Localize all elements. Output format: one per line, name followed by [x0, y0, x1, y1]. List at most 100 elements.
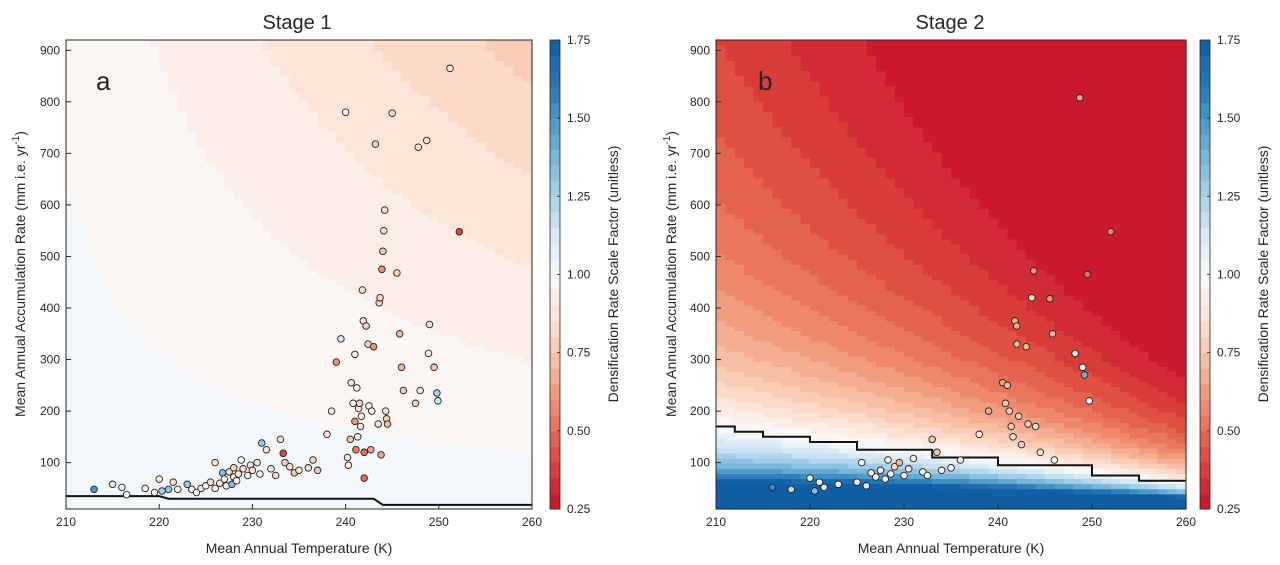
field-cell	[122, 60, 132, 66]
field-cell	[457, 173, 467, 179]
field-cell	[504, 484, 514, 490]
field-cell	[411, 484, 421, 490]
field-cell	[448, 208, 458, 214]
field-cell	[234, 142, 244, 148]
field-cell	[280, 397, 290, 403]
field-cell	[206, 325, 216, 331]
field-cell	[364, 50, 374, 56]
field-cell	[169, 173, 179, 179]
field-cell	[262, 218, 272, 224]
field-cell	[308, 290, 318, 296]
field-cell	[243, 249, 253, 255]
field-cell	[122, 45, 132, 51]
field-cell	[113, 65, 123, 71]
field-cell	[131, 407, 141, 413]
field-cell	[485, 167, 495, 173]
field-cell	[196, 142, 206, 148]
field-cell	[336, 229, 346, 235]
field-cell	[178, 290, 188, 296]
field-cell	[252, 453, 262, 459]
field-cell	[402, 239, 412, 245]
field-cell	[243, 244, 253, 250]
field-cell	[169, 463, 179, 469]
field-cell	[66, 361, 76, 367]
field-cell	[504, 249, 514, 255]
field-cell	[262, 137, 272, 143]
field-cell	[150, 116, 160, 122]
field-cell	[523, 285, 533, 291]
field-cell	[318, 137, 328, 143]
field-cell	[355, 259, 365, 265]
field-cell	[429, 229, 439, 235]
field-cell	[178, 224, 188, 230]
field-cell	[169, 137, 179, 143]
field-cell	[280, 101, 290, 107]
field-cell	[169, 387, 179, 393]
field-cell	[234, 392, 244, 398]
field-cell	[224, 183, 234, 189]
field-cell	[94, 310, 104, 316]
field-cell	[290, 101, 300, 107]
field-cell	[439, 203, 449, 209]
field-cell	[103, 489, 113, 495]
field-cell	[299, 443, 309, 449]
field-cell	[85, 101, 95, 107]
field-cell	[467, 433, 477, 439]
field-cell	[271, 60, 281, 66]
field-cell	[448, 275, 458, 281]
field-cell	[725, 285, 735, 291]
field-cell	[495, 285, 505, 291]
field-cell	[327, 402, 337, 408]
field-cell	[355, 137, 365, 143]
field-cell	[457, 264, 467, 270]
field-cell	[383, 397, 393, 403]
field-cell	[523, 371, 533, 377]
field-cell	[215, 86, 225, 92]
field-cell	[262, 305, 272, 311]
field-cell	[336, 300, 346, 306]
field-cell	[122, 402, 132, 408]
field-cell	[346, 336, 356, 342]
field-cell	[383, 122, 393, 128]
field-cell	[364, 203, 374, 209]
field-cell	[113, 142, 123, 148]
data-point	[159, 488, 166, 495]
field-cell	[725, 45, 735, 51]
field-cell	[402, 320, 412, 326]
field-cell	[150, 86, 160, 92]
field-cell	[169, 427, 179, 433]
field-cell	[262, 371, 272, 377]
field-cell	[113, 162, 123, 168]
field-cell	[364, 229, 374, 235]
field-cell	[131, 162, 141, 168]
field-cell	[122, 264, 132, 270]
field-cell	[299, 438, 309, 444]
field-cell	[103, 458, 113, 464]
field-cell	[457, 346, 467, 352]
field-cell	[364, 127, 374, 133]
field-cell	[411, 76, 421, 82]
field-cell	[485, 218, 495, 224]
field-cell	[448, 463, 458, 469]
field-cell	[402, 198, 412, 204]
field-cell	[131, 244, 141, 250]
field-cell	[402, 280, 412, 286]
field-cell	[476, 264, 486, 270]
field-cell	[94, 208, 104, 214]
field-cell	[131, 438, 141, 444]
field-cell	[215, 382, 225, 388]
field-cell	[392, 76, 402, 82]
data-point	[352, 351, 359, 358]
field-cell	[327, 325, 337, 331]
field-cell	[66, 218, 76, 224]
field-cell	[206, 188, 216, 194]
field-cell	[374, 458, 384, 464]
field-cell	[141, 60, 151, 66]
field-cell	[262, 422, 272, 428]
field-cell	[150, 407, 160, 413]
field-cell	[224, 341, 234, 347]
field-cell	[280, 331, 290, 337]
field-cell	[75, 387, 85, 393]
field-cell	[206, 351, 216, 357]
field-cell	[280, 259, 290, 265]
